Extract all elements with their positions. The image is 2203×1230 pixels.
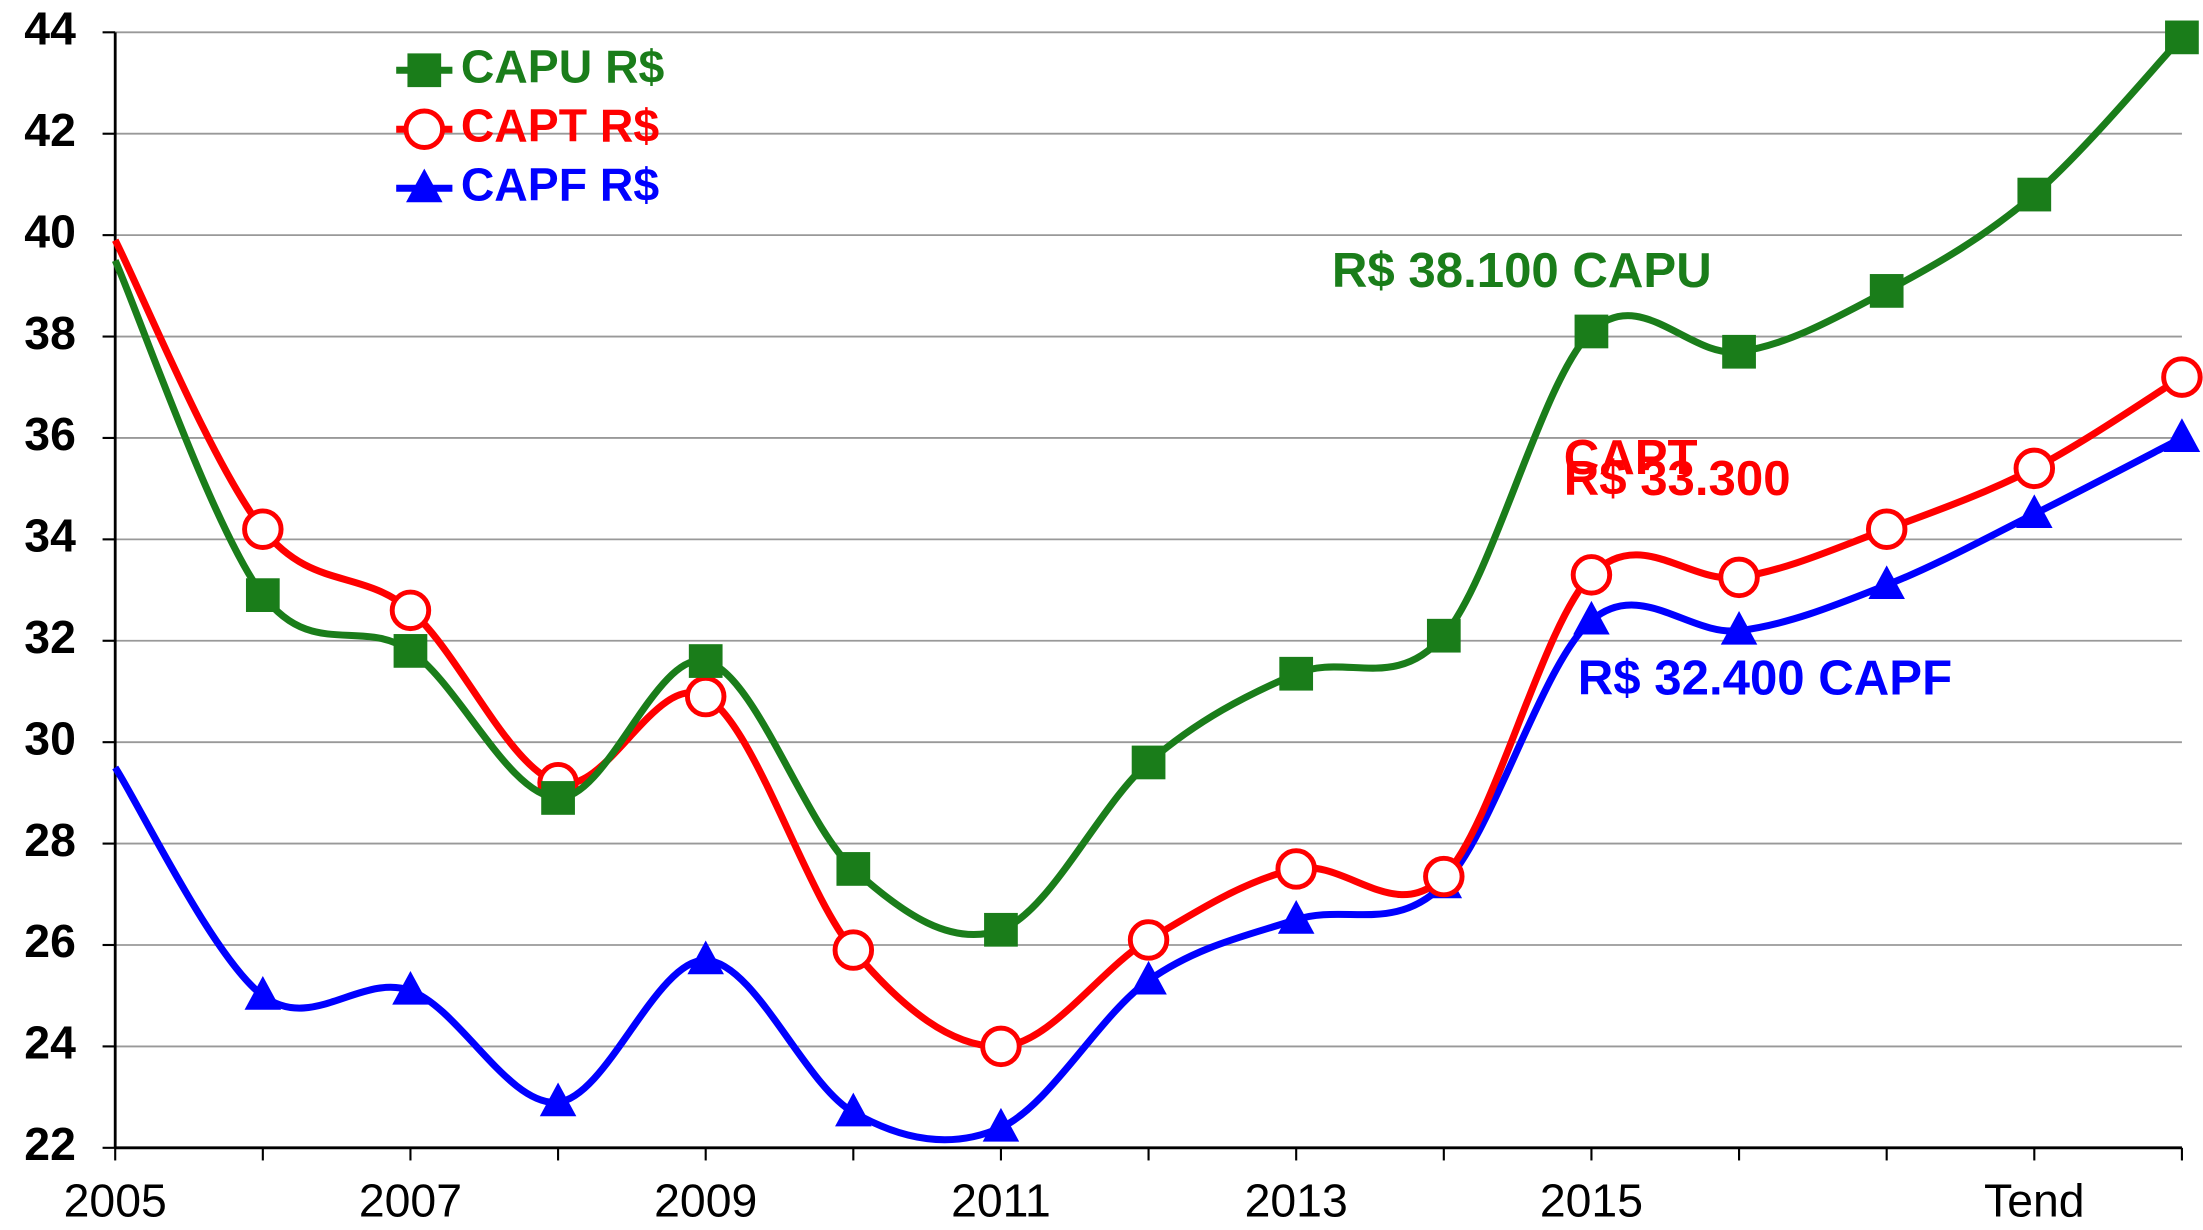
marker — [1570, 554, 1613, 596]
marker — [393, 634, 428, 668]
y-tick-label: 34 — [24, 510, 76, 562]
marker — [403, 108, 446, 150]
marker — [688, 644, 723, 678]
marker — [832, 929, 875, 971]
marker — [2017, 177, 2052, 212]
marker — [1720, 610, 1758, 645]
marker — [835, 1092, 872, 1127]
marker — [2163, 418, 2201, 452]
y-tick-label: 36 — [24, 408, 76, 460]
y-tick-label: 40 — [24, 205, 76, 257]
marker — [684, 675, 727, 718]
marker — [2013, 447, 2056, 490]
x-tick-label: Tend — [1984, 1174, 2085, 1226]
series — [111, 20, 2199, 947]
x-tick-label: 2005 — [64, 1174, 167, 1226]
marker — [407, 53, 442, 88]
marker — [389, 589, 432, 632]
grid — [102, 31, 2182, 1149]
marker — [982, 1107, 1020, 1142]
marker — [242, 508, 284, 550]
marker — [2165, 20, 2199, 55]
annotation: R$ 32.400 CAPF — [1578, 650, 1952, 705]
x-tick-label: 2011 — [951, 1174, 1051, 1226]
y-tick-label: 22 — [24, 1118, 76, 1170]
annotation: R$ 38.100 CAPU — [1332, 243, 1712, 298]
annotation: CAPT — [1564, 430, 1698, 485]
marker — [1869, 274, 1904, 308]
y-tick-label: 44 — [24, 3, 76, 55]
marker — [984, 912, 1018, 947]
series — [112, 238, 2203, 1068]
marker — [687, 940, 724, 975]
y-tick-label: 26 — [24, 915, 76, 967]
marker — [245, 578, 280, 612]
marker — [2016, 494, 2053, 529]
x-tick-label: 2007 — [359, 1174, 462, 1226]
marker — [1573, 600, 1610, 635]
marker — [1277, 899, 1315, 934]
legend-label: CAPF R$ — [461, 159, 660, 211]
y-tick-label: 24 — [24, 1017, 76, 1069]
marker — [1865, 508, 1908, 550]
y-tick-label: 32 — [24, 611, 76, 663]
marker — [1574, 314, 1609, 349]
marker — [1279, 656, 1314, 691]
marker — [392, 970, 429, 1005]
line — [112, 434, 2184, 1144]
x-tick-label: 2013 — [1245, 1174, 1348, 1226]
y-tick-label: 42 — [24, 104, 76, 156]
marker — [1130, 960, 1167, 995]
marker — [1127, 919, 1170, 961]
marker — [541, 781, 575, 815]
x-tick-label: 2009 — [654, 1174, 757, 1226]
y-tick-label: 30 — [24, 712, 76, 764]
marker — [244, 976, 282, 1010]
marker — [1868, 565, 1905, 600]
legend-label: CAPU R$ — [461, 40, 665, 92]
y-tick-label: 38 — [24, 307, 76, 359]
x-tick-label: 2015 — [1540, 1174, 1643, 1226]
marker — [1722, 334, 1756, 369]
marker — [406, 168, 443, 203]
marker — [539, 1082, 577, 1117]
marker — [2161, 356, 2203, 398]
marker — [1423, 855, 1465, 898]
marker — [1426, 618, 1461, 653]
marker — [1275, 848, 1317, 890]
marker — [836, 852, 871, 886]
marker — [1131, 745, 1166, 780]
y-tick-label: 28 — [24, 814, 76, 866]
marker — [980, 1025, 1022, 1068]
annotation: R$ 33.300 — [1564, 451, 1791, 506]
marker — [1718, 556, 1760, 599]
legend-label: CAPT R$ — [461, 100, 660, 152]
series — [112, 418, 2201, 1144]
